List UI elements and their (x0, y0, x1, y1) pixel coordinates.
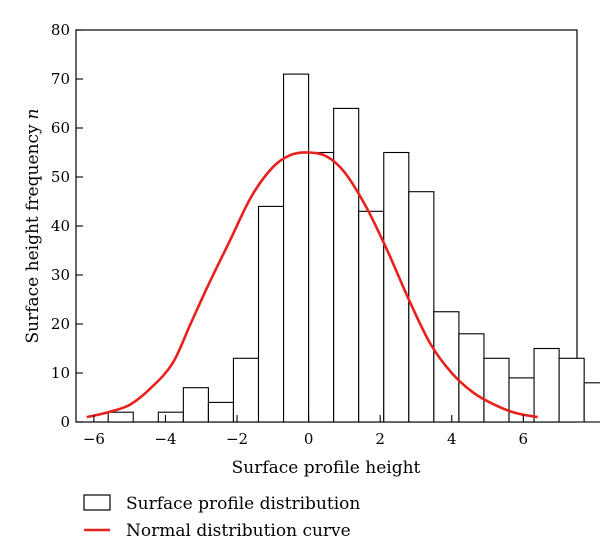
x-tick-label-0: −6 (83, 430, 105, 448)
histogram-bar-15 (483, 357, 510, 423)
y-axis-title-main: Surface height frequency (23, 124, 43, 343)
histogram-bar-19 (583, 382, 600, 423)
x-axis-ticks: −6 −4 −2 0 2 4 6 (83, 415, 528, 448)
histogram-bar-7 (283, 73, 310, 423)
histogram-bar-17 (533, 347, 560, 423)
y-tick-label-7: 70 (51, 70, 70, 88)
histogram-bar-8 (308, 151, 335, 423)
histogram-bar-3 (182, 387, 209, 423)
histogram-bar-10 (358, 210, 385, 423)
legend-swatch-histogram (83, 494, 111, 511)
legend-label-curve: Normal distribution curve (126, 521, 351, 541)
legend-label-histogram: Surface profile distribution (126, 494, 360, 514)
y-tick-label-8: 80 (51, 21, 70, 39)
histogram-bar-6 (257, 205, 285, 423)
x-tick-label-2: −2 (226, 430, 248, 448)
histogram-bar-0 (107, 411, 134, 423)
histogram-bar-9 (333, 107, 360, 423)
y-tick-label-3: 30 (51, 266, 70, 284)
legend: Surface profile distribution Normal dist… (83, 494, 360, 541)
x-axis-title: Surface profile height (232, 458, 421, 478)
x-tick-label-1: −4 (154, 430, 176, 448)
histogram-bar-2 (157, 411, 184, 423)
y-tick-label-1: 10 (51, 364, 70, 382)
y-axis-title-variable: n (23, 108, 43, 119)
y-axis-title: Surface height frequency n (23, 108, 43, 343)
y-tick-label-0: 0 (60, 413, 70, 431)
histogram-bar-18 (558, 357, 585, 423)
histogram-bars (107, 73, 600, 423)
y-tick-label-5: 50 (51, 168, 70, 186)
y-axis-ticks: 0 10 20 30 40 50 60 70 80 (51, 21, 83, 431)
x-tick-label-6: 6 (519, 430, 529, 448)
x-tick-label-5: 4 (447, 430, 457, 448)
histogram-bar-14 (458, 333, 485, 423)
x-tick-label-4: 2 (375, 430, 385, 448)
x-tick-label-3: 0 (304, 430, 314, 448)
y-tick-label-4: 40 (51, 217, 70, 235)
histogram-bar-5 (232, 357, 260, 423)
y-tick-label-2: 20 (51, 315, 70, 333)
histogram-bar-4 (207, 401, 235, 423)
histogram-bar-11 (383, 151, 410, 423)
y-tick-label-6: 60 (51, 119, 70, 137)
normal-distribution-curve (86, 151, 538, 419)
